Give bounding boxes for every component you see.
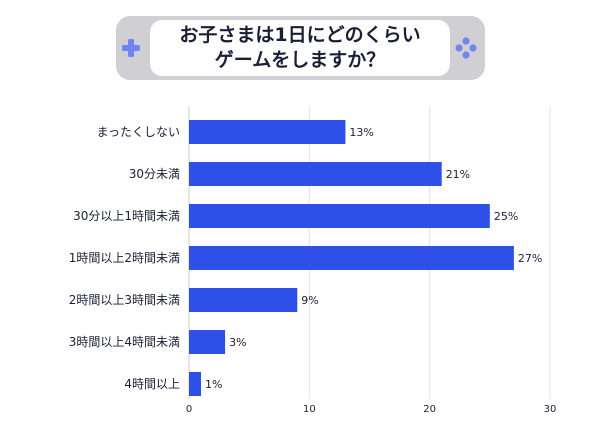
bar <box>189 204 490 228</box>
category-label: まったくしない <box>96 125 180 139</box>
value-label: 13% <box>349 126 373 139</box>
x-tick-label: 20 <box>423 404 436 415</box>
value-label: 25% <box>494 210 518 223</box>
four-buttons-icon <box>455 37 477 59</box>
value-label: 1% <box>205 378 222 391</box>
x-tick-label: 0 <box>186 404 192 415</box>
chart-title-line-2: ゲームをしますか？ <box>214 49 386 71</box>
bar <box>189 330 226 354</box>
category-label: 30分未満 <box>129 167 180 181</box>
plus-pad-icon <box>122 39 140 57</box>
bar <box>189 246 514 270</box>
title-card: お子さまは1日にどのくらい ゲームをしますか？ <box>150 20 450 76</box>
chart-title-line-1: お子さまは1日にどのくらい <box>179 24 421 46</box>
bar <box>189 288 298 312</box>
category-label: 1時間以上2時間未満 <box>69 251 180 265</box>
value-label: 21% <box>446 168 470 181</box>
bar <box>189 372 202 396</box>
value-label: 27% <box>518 252 542 265</box>
category-label: 30分以上1時間未満 <box>73 209 180 223</box>
bar <box>189 120 346 144</box>
x-tick-label: 30 <box>544 404 557 415</box>
bar <box>189 162 442 186</box>
category-label: 3時間以上4時間未満 <box>69 335 180 349</box>
value-label: 3% <box>229 336 246 349</box>
category-label: 2時間以上3時間未満 <box>69 293 180 307</box>
category-label: 4時間以上 <box>124 377 180 391</box>
x-tick-label: 10 <box>303 404 316 415</box>
value-label: 9% <box>301 294 318 307</box>
